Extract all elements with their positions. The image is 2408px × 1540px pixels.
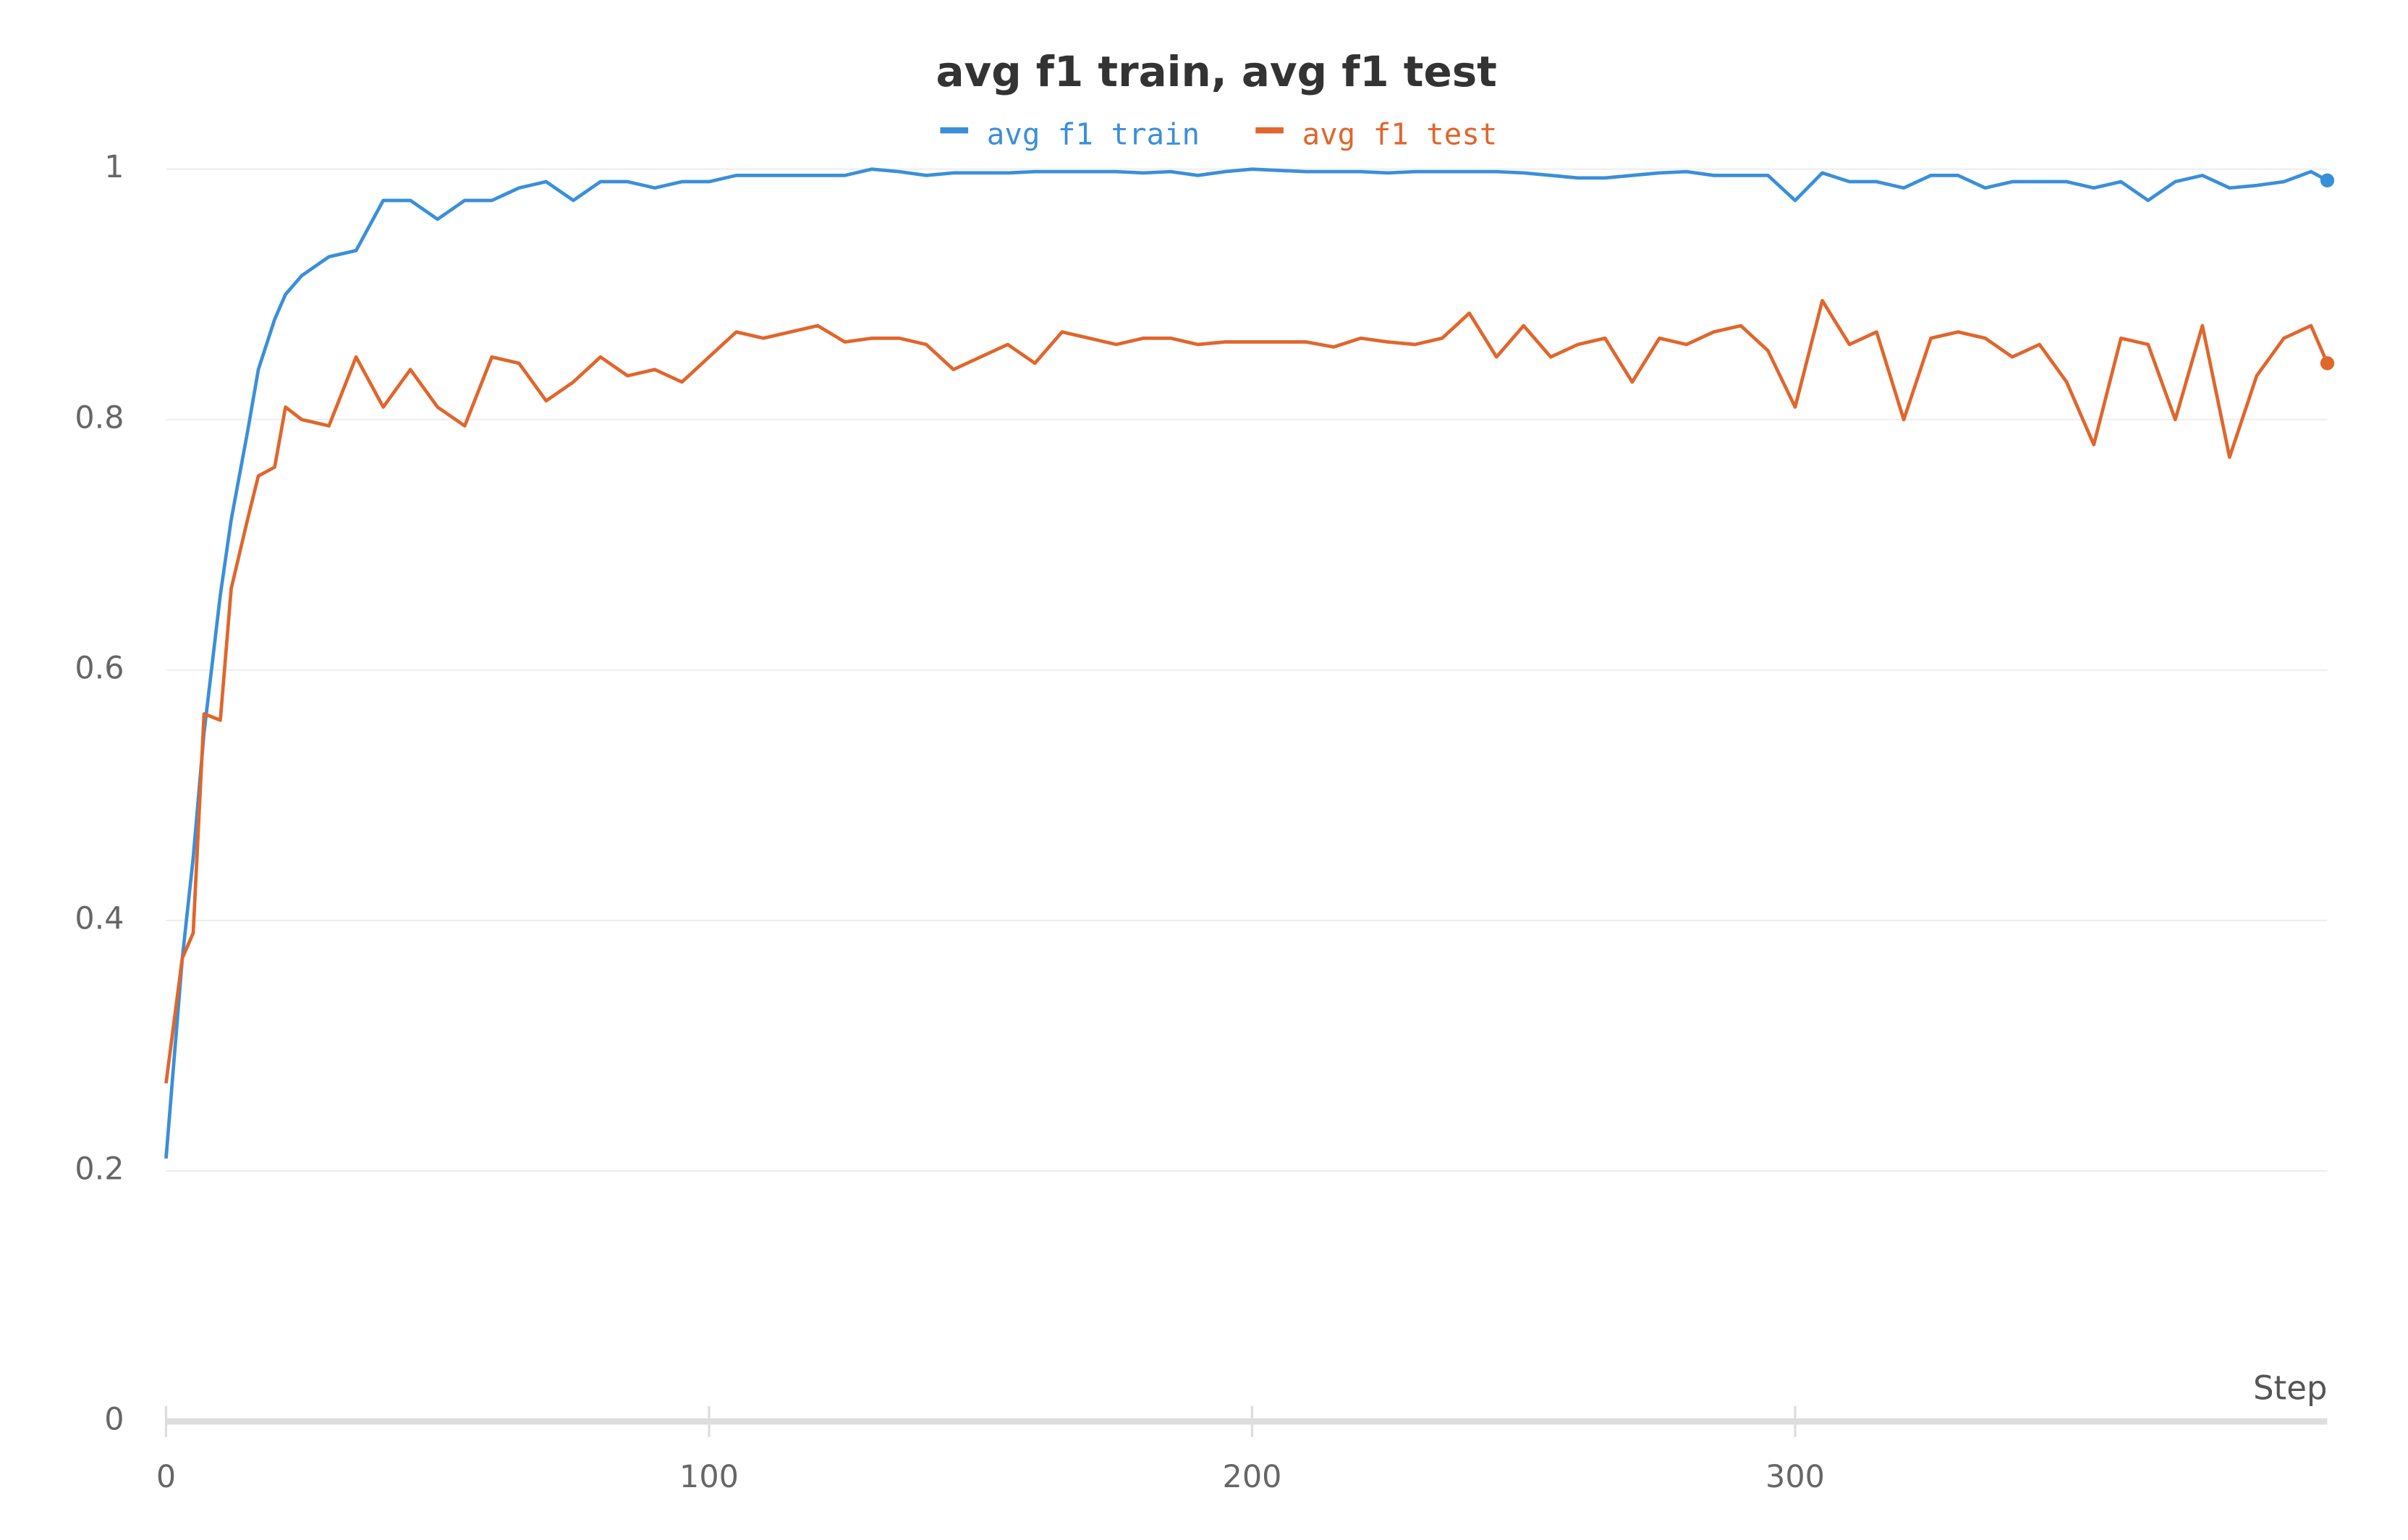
series-line: [164, 299, 2329, 1084]
legend-label: avg f1 train: [987, 117, 1200, 152]
y-tick-label: 0: [104, 1402, 124, 1438]
y-tick-label: 0.6: [75, 650, 124, 686]
series-line: [164, 167, 2328, 1159]
y-tick-label: 0.8: [75, 399, 124, 436]
y-tick-label: 0.2: [75, 1151, 124, 1188]
x-tick-label: 0: [156, 1459, 176, 1495]
x-tick-label: 300: [1765, 1459, 1825, 1495]
y-tick-label: 0.4: [75, 900, 124, 936]
x-tick-label: 100: [679, 1459, 739, 1495]
y-tick-label: 1: [104, 149, 124, 185]
x-axis-label: Step: [2253, 1368, 2328, 1407]
legend-label: avg f1 test: [1302, 117, 1498, 152]
x-tick-label: 200: [1223, 1459, 1282, 1495]
end-point: [2320, 356, 2335, 371]
end-point: [2320, 173, 2335, 187]
chart-title: avg f1 train, avg f1 test: [936, 47, 1496, 96]
